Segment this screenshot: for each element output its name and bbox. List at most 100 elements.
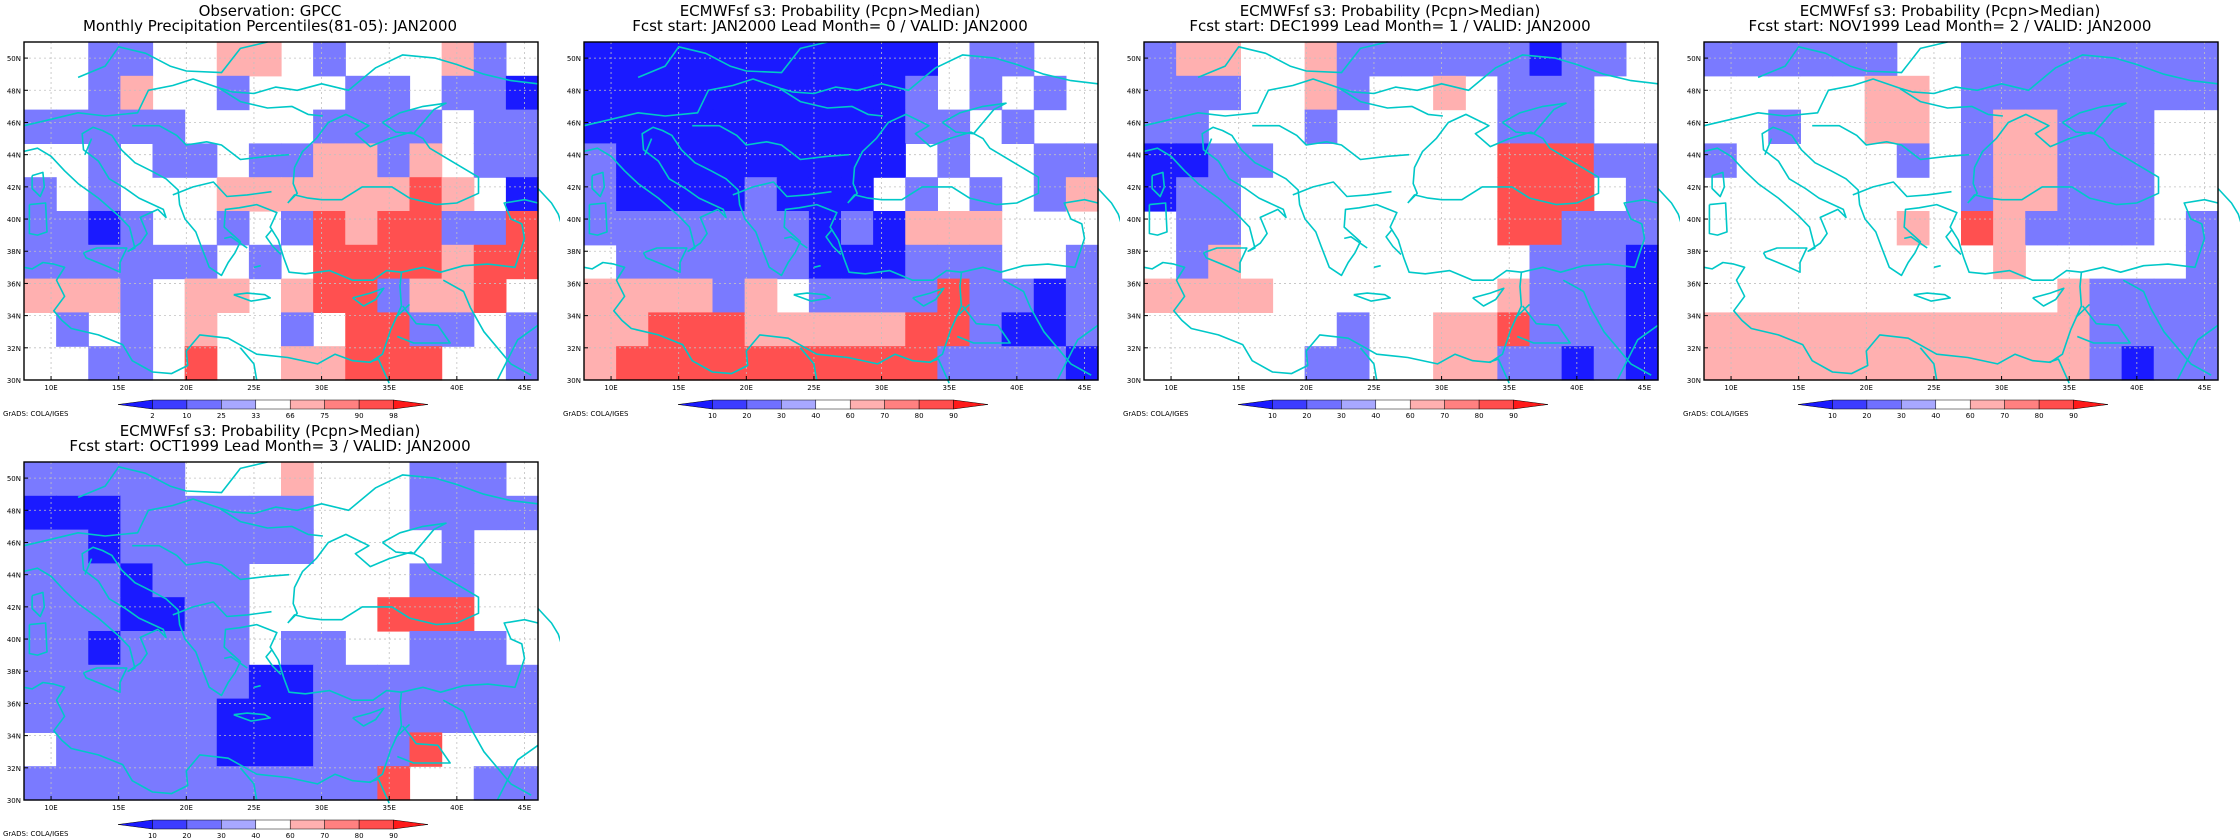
grid-cell [88, 75, 121, 111]
lon-label: 30E [1435, 384, 1448, 392]
legend-label: 40 [251, 832, 260, 840]
grid-cell [441, 631, 475, 666]
grid-cell [2057, 143, 2091, 178]
grid-cell [152, 766, 186, 801]
legend-label: 10 [1268, 412, 1277, 420]
grid-cell [88, 495, 121, 531]
coastline [1919, 347, 1938, 381]
coastline [955, 303, 971, 318]
coastline [1711, 171, 1726, 198]
grid-cell [744, 244, 778, 280]
grid-cell [2089, 346, 2123, 381]
grid-cell [473, 143, 507, 178]
grid-cell [281, 346, 314, 381]
legend-swatch [918, 399, 954, 410]
coastline [957, 305, 1011, 344]
grid-cell [1497, 346, 1531, 381]
grid-cell [841, 278, 874, 313]
grid-cell [88, 631, 121, 666]
lon-label: 10E [44, 384, 57, 392]
grid-cell [184, 563, 218, 598]
grid-cell [680, 75, 714, 111]
grid-cell [152, 495, 186, 531]
grid-cell [1961, 42, 1994, 77]
lat-label: 40N [7, 636, 21, 644]
coastline [82, 667, 128, 694]
coastline [1472, 287, 1505, 307]
lat-label: 40N [7, 216, 21, 224]
grid-cell [680, 278, 714, 313]
coastline [265, 649, 282, 676]
coastline [84, 138, 93, 156]
legend-swatch [324, 399, 360, 410]
coastline [287, 113, 480, 206]
grid-cell [24, 244, 57, 280]
grid-cell [184, 529, 218, 564]
panel-subtitle: Fcst start: DEC1999 Lead Month= 1 / VALI… [1189, 17, 1591, 35]
grid-cell [712, 244, 746, 280]
coastline [253, 264, 261, 269]
grid-cell [616, 278, 649, 313]
lon-label: 10E [1724, 384, 1737, 392]
grid-cell [1864, 346, 1898, 381]
coastline [253, 684, 261, 689]
grid-cell [873, 143, 906, 178]
watermark: GrADS: COLA/IGES [1123, 410, 1189, 418]
legend-label: 66 [286, 412, 295, 420]
grid-cell [873, 211, 906, 246]
grid-cell [1800, 312, 1834, 347]
legend-swatch [746, 399, 782, 410]
grid-cell [88, 244, 121, 280]
grid-cell [680, 312, 714, 347]
grid-cell [281, 312, 314, 347]
grid-cell [377, 312, 411, 347]
grid-cell [2089, 211, 2123, 246]
grid-cell [712, 75, 746, 111]
lat-label: 50N [567, 55, 581, 63]
grid-cell [473, 664, 507, 700]
grid-cell [1704, 346, 1737, 381]
grid-cell [1033, 346, 1067, 381]
grid-cell [1465, 42, 1498, 77]
grid-cell [409, 143, 443, 178]
grid-cell [2057, 75, 2091, 111]
grid-cell [2153, 75, 2187, 111]
grid-cell [56, 462, 89, 497]
coastline [732, 181, 832, 198]
grid-cell [1033, 143, 1067, 178]
grid-cell [313, 244, 346, 280]
coastline [401, 618, 539, 694]
coastline [1812, 124, 1970, 161]
grid-cell [1864, 109, 1898, 144]
lat-label: 30N [567, 377, 581, 385]
grid-cell [680, 143, 714, 178]
coastline [1616, 324, 1659, 381]
lat-label: 32N [7, 765, 21, 773]
coastline [1407, 113, 1600, 206]
grid-cell [2153, 42, 2187, 77]
coastline [784, 236, 808, 249]
coastline [1097, 187, 1120, 223]
grid-cell [1593, 143, 1627, 178]
lon-label: 25E [247, 384, 260, 392]
grid-cell [680, 42, 714, 77]
grid-cell [616, 42, 649, 77]
grid-cell [1529, 143, 1563, 178]
lat-label: 34N [7, 313, 21, 321]
grid-cell [1561, 75, 1595, 111]
lat-label: 32N [1687, 345, 1701, 353]
legend-label: 98 [389, 412, 398, 420]
lat-label: 44N [1687, 152, 1701, 160]
lat-label: 44N [7, 572, 21, 580]
map-panel-lead0: ECMWFsf s3: Probability (Pcpn>Median) Fc… [560, 0, 1120, 420]
grid-cell [937, 346, 971, 381]
legend-swatch [2073, 399, 2109, 410]
legend-label: 10 [182, 412, 191, 420]
grid-cell [409, 177, 443, 212]
legend-swatch [1409, 399, 1445, 410]
legend-swatch [1341, 399, 1377, 410]
grid-cell [281, 631, 314, 666]
lat-label: 50N [1127, 55, 1141, 63]
grid-cell [24, 462, 57, 497]
grid-cell [1033, 278, 1067, 313]
